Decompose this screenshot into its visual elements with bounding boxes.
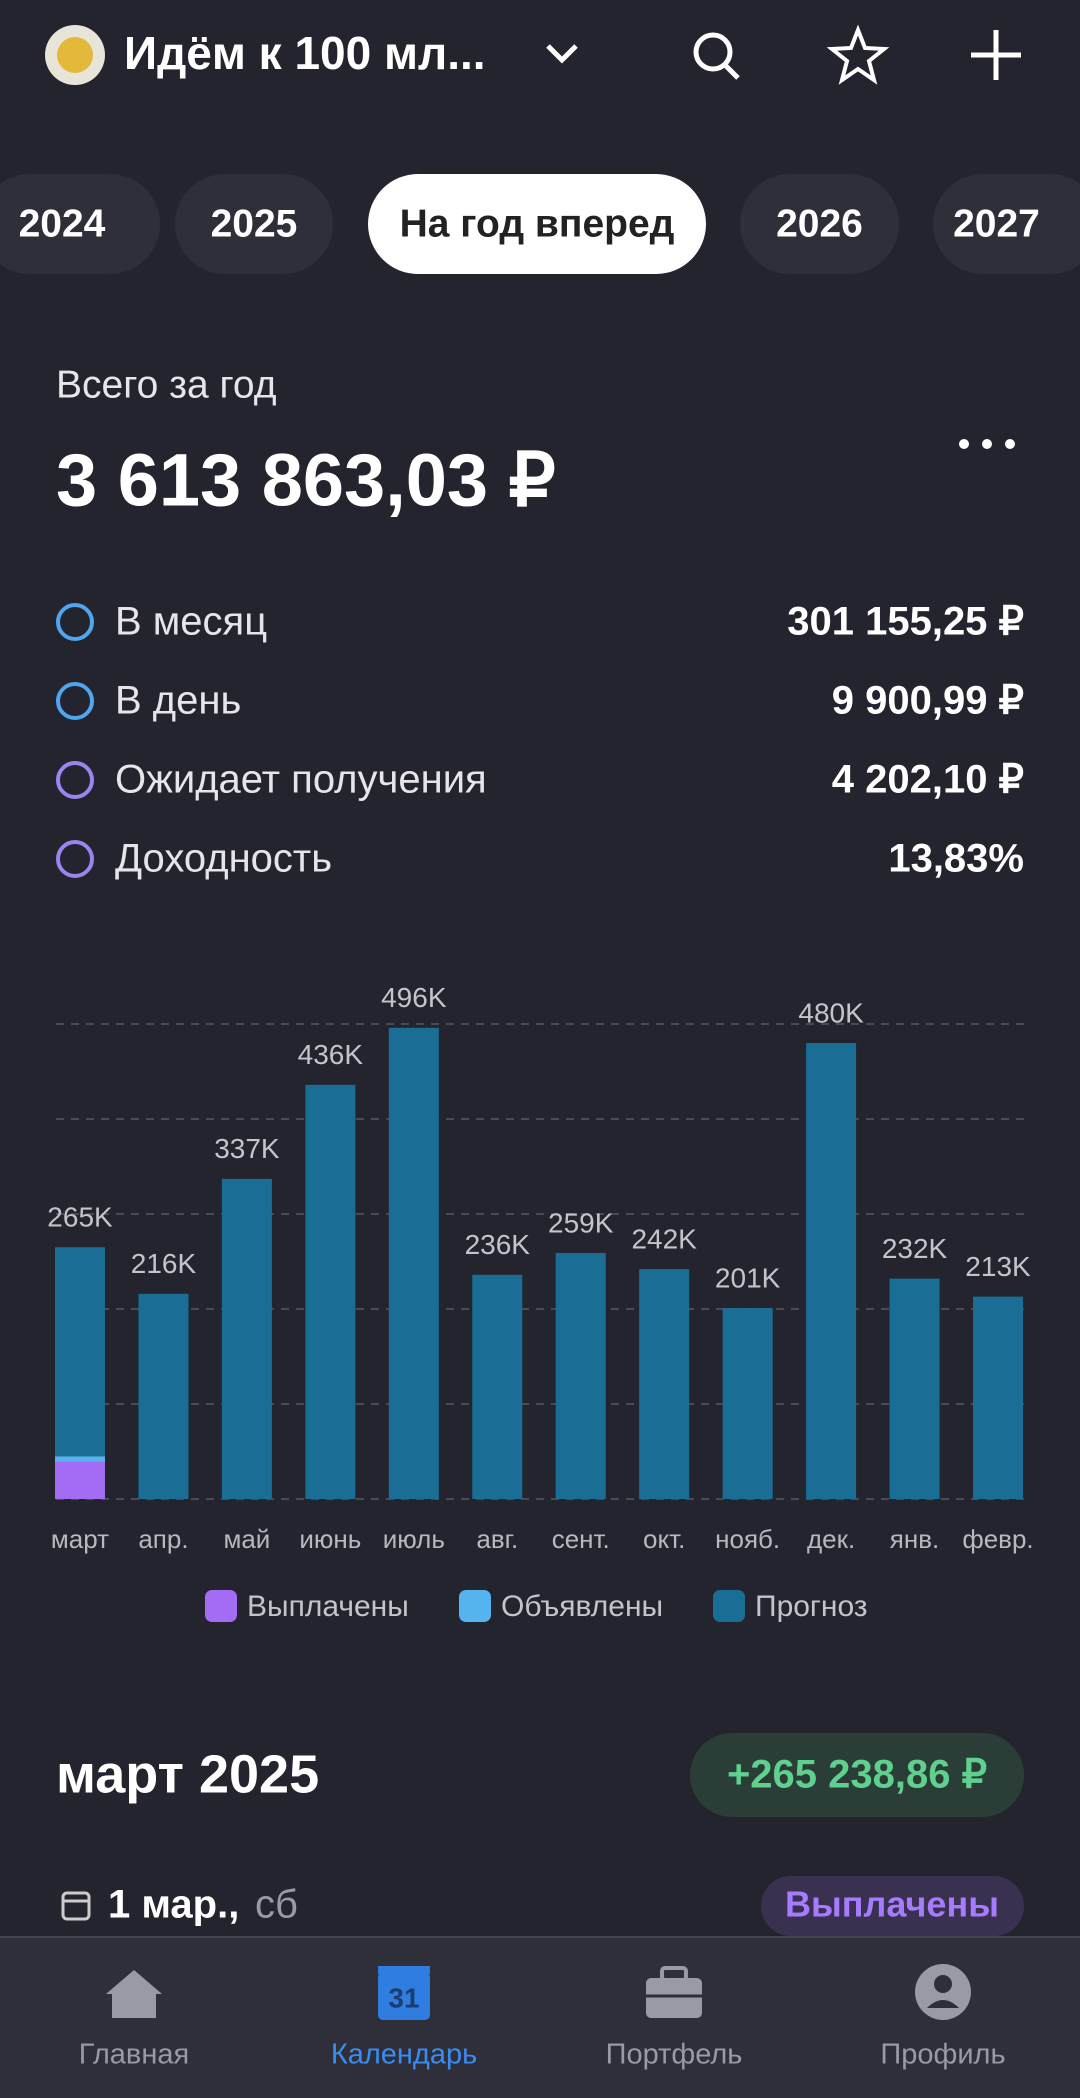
favorite-icon[interactable] xyxy=(826,24,890,85)
stat-value: 13,83% xyxy=(888,837,1024,881)
bar-segment xyxy=(388,1027,439,1499)
x-tick-label: авг. xyxy=(476,1524,518,1554)
stat-marker xyxy=(56,761,94,799)
portfolio-title[interactable]: Идём к 100 мл... xyxy=(124,27,486,79)
bar-segment xyxy=(973,1296,1023,1499)
x-tick-label: февр. xyxy=(962,1524,1033,1554)
tab[interactable] xyxy=(0,174,160,274)
stat-label: В месяц xyxy=(115,600,267,644)
nav-label[interactable]: Календарь xyxy=(331,2039,477,2071)
stat-label: Ожидает получения xyxy=(115,758,487,802)
search-icon[interactable] xyxy=(693,32,740,80)
nav-label[interactable]: Главная xyxy=(79,2039,189,2071)
status: Выплачены xyxy=(785,1884,999,1925)
x-tick-label: окт. xyxy=(643,1524,685,1554)
bar-label: 480K xyxy=(798,997,864,1028)
stat-value: 9 900,99 ₽ xyxy=(832,679,1024,723)
bar-segment xyxy=(472,1274,523,1499)
bar-segment xyxy=(555,1252,606,1499)
bar-segment xyxy=(138,1293,189,1499)
date: 1 мар., xyxy=(108,1883,239,1927)
amount-pill xyxy=(690,1733,1024,1817)
nav-label[interactable]: Портфель xyxy=(606,2039,743,2071)
tab-label[interactable]: 2027 xyxy=(953,202,1040,245)
bar-label: 265K xyxy=(47,1202,113,1233)
calendar-small-icon xyxy=(61,1891,91,1921)
legend-swatch xyxy=(205,1590,237,1622)
bar-label: 436K xyxy=(298,1039,364,1070)
stat-label: В день xyxy=(115,679,241,723)
x-tick-label: янв. xyxy=(890,1524,939,1554)
tab[interactable] xyxy=(175,174,333,274)
bar-segment xyxy=(55,1456,105,1462)
bar-label: 236K xyxy=(465,1229,531,1260)
x-tick-label: март xyxy=(51,1524,109,1554)
bar-segment xyxy=(55,1247,105,1457)
x-tick-label: нояб. xyxy=(715,1524,780,1554)
bar-label: 259K xyxy=(548,1207,614,1238)
add-icon[interactable] xyxy=(971,30,1021,80)
portfolio-icon[interactable] xyxy=(646,1966,702,2018)
tab-label[interactable]: 2025 xyxy=(211,202,298,245)
bar-segment xyxy=(722,1308,773,1499)
x-tick-label: май xyxy=(223,1524,270,1554)
x-tick-label: дек. xyxy=(807,1524,855,1554)
tab-label[interactable]: 2026 xyxy=(776,202,863,245)
bar-label: 213K xyxy=(965,1251,1031,1282)
tab-label[interactable]: 2024 xyxy=(19,202,106,245)
bar-label: 337K xyxy=(214,1133,280,1164)
legend-swatch xyxy=(459,1590,491,1622)
stat-marker xyxy=(56,682,94,720)
x-tick-label: сент. xyxy=(552,1524,610,1554)
bar-segment xyxy=(55,1461,105,1499)
stat-label: Доходность xyxy=(115,837,332,881)
more-icon[interactable] xyxy=(959,439,1015,449)
x-tick-label: июнь xyxy=(299,1524,361,1554)
x-tick-label: июль xyxy=(383,1524,445,1554)
summary-value: 3 613 863,03 ₽ xyxy=(56,439,556,522)
legend-label: Объявлены xyxy=(501,1590,663,1623)
calendar-day: 31 xyxy=(388,1982,419,2013)
logo-emblem xyxy=(57,37,93,73)
bar-segment xyxy=(889,1278,940,1499)
stat-marker xyxy=(56,603,94,641)
tab-label[interactable]: На год вперед xyxy=(400,202,675,245)
tab[interactable] xyxy=(368,174,706,274)
status-pill xyxy=(761,1876,1024,1936)
legend-swatch xyxy=(713,1590,745,1622)
calendar-icon[interactable] xyxy=(378,1966,430,2020)
weekday: сб xyxy=(255,1883,298,1927)
dropdown-icon[interactable] xyxy=(546,44,578,64)
bar-label: 496K xyxy=(381,982,447,1013)
bar-segment xyxy=(221,1178,272,1499)
legend-label: Выплачены xyxy=(247,1590,409,1623)
bar-label: 232K xyxy=(882,1233,948,1264)
bar-segment xyxy=(806,1043,857,1499)
stat-value: 4 202,10 ₽ xyxy=(832,758,1024,802)
stat-value: 301 155,25 ₽ xyxy=(787,600,1024,644)
bar-segment xyxy=(305,1084,356,1499)
section-title: март 2025 xyxy=(56,1744,319,1804)
bottom-nav xyxy=(0,1937,1080,2098)
bar-label: 201K xyxy=(715,1262,781,1293)
bar-segment xyxy=(639,1269,690,1499)
tab[interactable] xyxy=(933,174,1080,274)
legend-label: Прогноз xyxy=(755,1590,868,1623)
chart: 265K март 216K апр. 337K май 436K июнь 496K июль 2… xyxy=(47,982,1033,1623)
summary-label: Всего за год xyxy=(56,363,277,406)
home-icon[interactable] xyxy=(106,1970,162,2018)
bar-label: 242K xyxy=(631,1223,697,1254)
profile-icon[interactable] xyxy=(915,1964,971,2020)
amount: +265 238,86 ₽ xyxy=(727,1753,987,1797)
tab[interactable] xyxy=(740,174,899,274)
nav-label[interactable]: Профиль xyxy=(880,2039,1005,2071)
x-tick-label: апр. xyxy=(138,1524,188,1554)
stat-marker xyxy=(56,840,94,878)
bar-label: 216K xyxy=(131,1248,197,1279)
